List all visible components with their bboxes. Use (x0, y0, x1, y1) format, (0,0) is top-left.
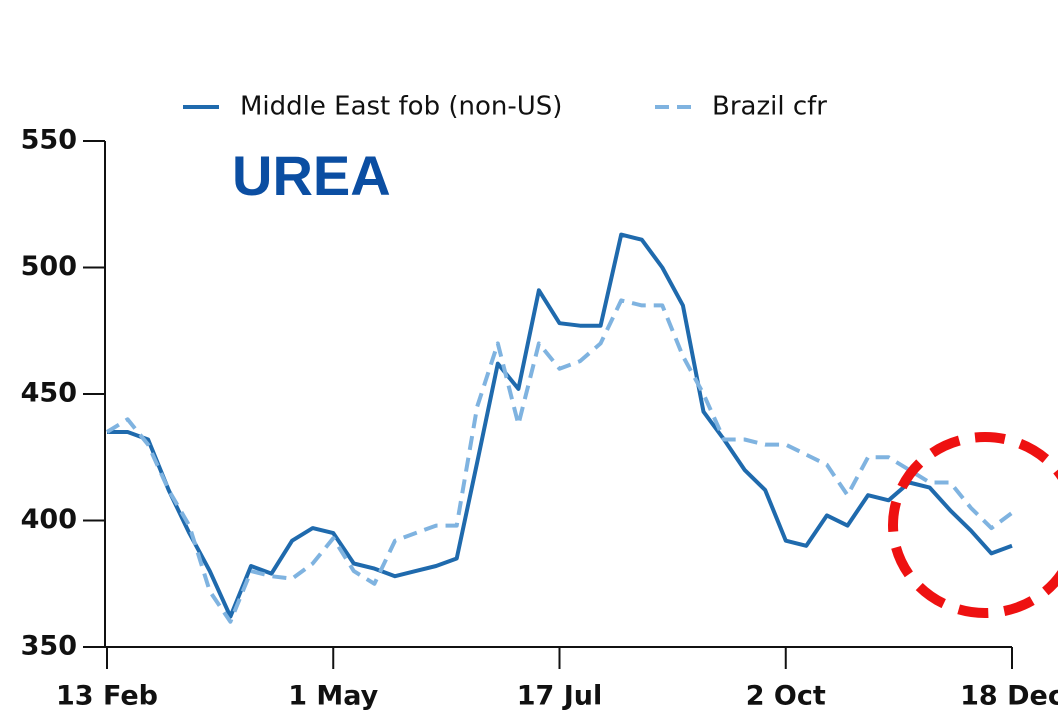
series-line (105, 298, 1014, 624)
y-tick-label: 350 (21, 631, 77, 662)
chart-annotation: UREA (232, 144, 391, 207)
highlight-circle (888, 432, 1058, 618)
x-tick-label: 2 Oct (746, 681, 826, 712)
series-line (107, 232, 1013, 619)
x-tick-label: 17 Jul (517, 681, 603, 712)
x-tick-label: 13 Feb (56, 681, 158, 712)
legend-label: Middle East fob (non-US) (240, 92, 562, 122)
x-tick-label: 1 May (288, 681, 378, 712)
y-tick-label: 500 (21, 251, 77, 282)
y-tick-label: 450 (21, 378, 77, 409)
y-tick-label: 400 (21, 504, 77, 535)
legend-label: Brazil cfr (712, 92, 827, 122)
y-tick-label: 550 (21, 125, 77, 156)
x-tick-label: 18 Dec (960, 681, 1058, 712)
